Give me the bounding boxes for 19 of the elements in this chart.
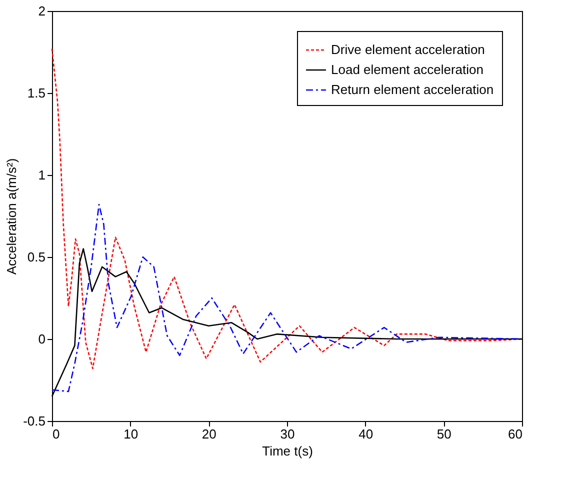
x-tick-label: 50 (436, 426, 452, 442)
y-tick-label: 0 (38, 332, 46, 346)
x-tick-label: 0 (52, 426, 60, 442)
x-tick-label: 40 (358, 426, 374, 442)
legend-label: Drive element acceleration (331, 42, 485, 57)
x-tick-label: 60 (508, 426, 522, 442)
legend-label: Load element acceleration (331, 62, 484, 77)
x-tick-label: 10 (124, 426, 138, 442)
x-axis-title: Time t(s) (262, 444, 313, 458)
legend-label: Return element acceleration (331, 82, 494, 97)
y-tick-label: 2 (38, 4, 46, 18)
x-tick-label: 20 (202, 426, 216, 442)
y-tick-label: 1.5 (27, 86, 46, 100)
y-tick-label: 0.5 (27, 250, 46, 264)
y-tick-label: 1 (38, 168, 46, 182)
x-tick-label: 30 (280, 426, 295, 442)
line-series (51, 204, 523, 392)
y-tick-label: -0.5 (23, 414, 46, 428)
y-axis-title: Acceleration a(m/s²) (4, 158, 20, 275)
